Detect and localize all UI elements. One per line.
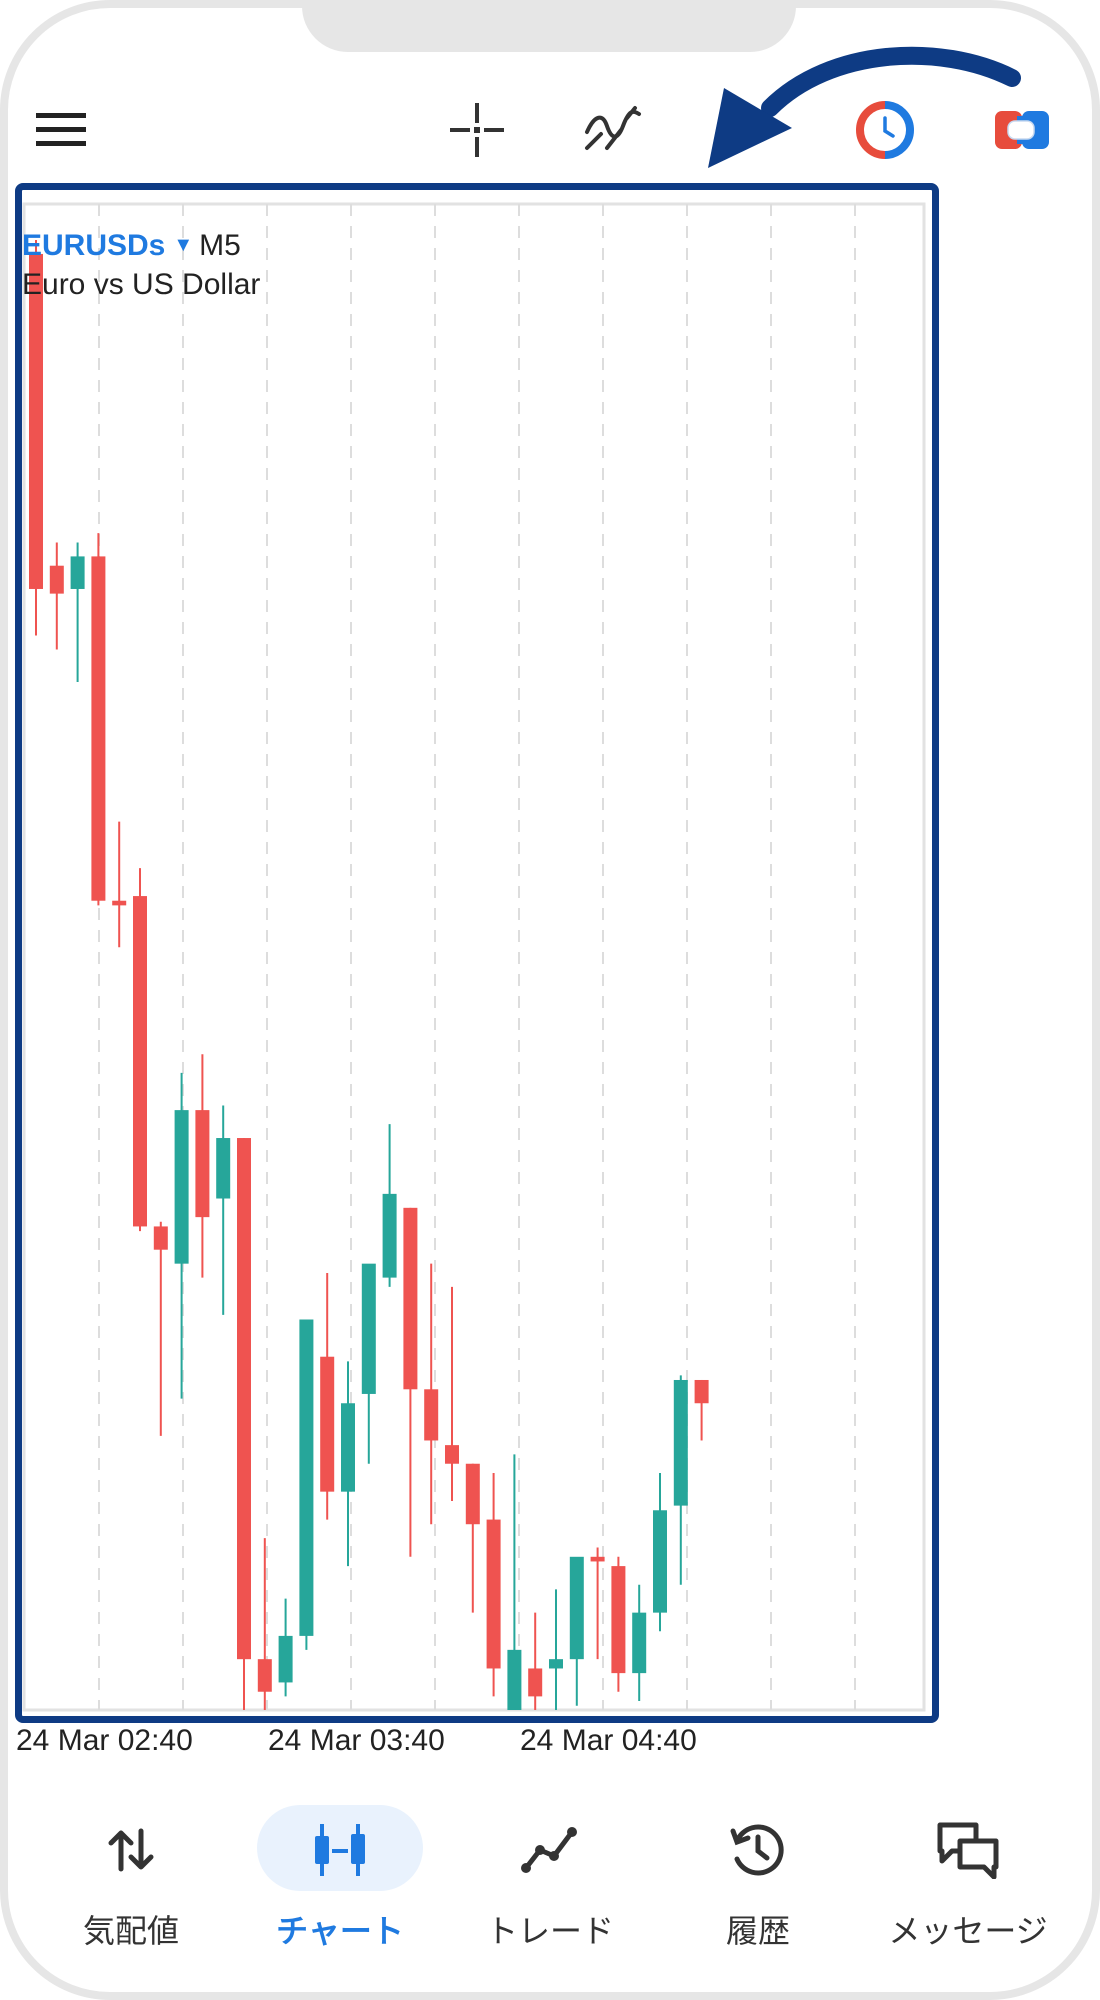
candle-body xyxy=(195,1110,210,1218)
candle-body xyxy=(257,1659,272,1692)
candle-body xyxy=(486,1519,501,1669)
candles xyxy=(29,240,709,1710)
indicators-icon[interactable] xyxy=(572,90,652,170)
time-axis: 24 Mar 02:40 24 Mar 03:40 24 Mar 04:40 xyxy=(16,1724,697,1757)
chart-timeframe: M5 xyxy=(199,229,241,262)
chart-symbol[interactable]: EURUSDs xyxy=(22,229,166,262)
candle-body xyxy=(216,1138,231,1199)
candle-body xyxy=(528,1668,543,1697)
candle-body xyxy=(632,1612,647,1674)
nav-label: メッセージ xyxy=(888,1913,1048,1949)
symbol-dropdown-icon[interactable]: ▼ xyxy=(173,234,194,256)
candle-body xyxy=(653,1510,667,1613)
annotation-arrow xyxy=(708,46,1021,168)
candle-body xyxy=(174,1110,189,1264)
hamburger-menu-icon[interactable] xyxy=(22,90,102,170)
time-label: 24 Mar 02:40 xyxy=(16,1724,193,1757)
candle-body xyxy=(507,1649,522,1710)
candle-body xyxy=(424,1389,439,1441)
one-click-trading-icon[interactable] xyxy=(982,90,1062,170)
candle-body xyxy=(445,1445,459,1464)
nav-item-quotes[interactable]: 気配値 xyxy=(31,1790,231,1970)
annotation-arrow-curve xyxy=(761,46,1021,117)
candle-body xyxy=(403,1207,418,1390)
nav-item-trade[interactable]: トレード xyxy=(450,1790,650,1970)
candle-body xyxy=(694,1379,709,1404)
candle-body xyxy=(611,1566,626,1674)
chart-symbol-row[interactable]: EURUSDs ▼ M5 xyxy=(22,229,241,263)
bottom-navigation: 気配値 チャート トレード xyxy=(0,1790,1100,1970)
candle-body xyxy=(153,1226,168,1250)
active-tab-indicator xyxy=(257,1805,423,1891)
candle-body xyxy=(237,1138,251,1660)
time-label: 24 Mar 03:40 xyxy=(268,1724,445,1757)
nav-label: トレード xyxy=(485,1913,614,1949)
candle-body xyxy=(29,253,43,589)
candle-body xyxy=(673,1379,688,1506)
trade-line-icon xyxy=(510,1810,590,1890)
plot-border xyxy=(22,202,926,1712)
candle-body xyxy=(361,1263,376,1394)
timeframe-clock-icon[interactable] xyxy=(845,90,925,170)
nav-label: 気配値 xyxy=(82,1913,179,1949)
nav-item-history[interactable]: 履歴 xyxy=(658,1790,858,1970)
quotes-arrows-icon xyxy=(91,1810,171,1890)
chart-description: Euro vs US Dollar xyxy=(22,268,261,301)
nav-item-chart[interactable]: チャート xyxy=(240,1790,440,1970)
candle-body xyxy=(133,896,147,1227)
crosshair-icon[interactable] xyxy=(437,90,517,170)
nav-item-messages[interactable]: メッセージ xyxy=(868,1790,1068,1970)
nav-label: チャート xyxy=(276,1913,404,1949)
candle-body xyxy=(465,1463,480,1525)
nav-label: 履歴 xyxy=(725,1913,790,1949)
time-label: 24 Mar 04:40 xyxy=(520,1724,697,1757)
annotation-arrow-head xyxy=(708,88,792,168)
candle-body xyxy=(91,556,106,901)
messages-icon xyxy=(928,1810,1008,1890)
phone-notch xyxy=(302,0,796,52)
candle-body xyxy=(341,1403,355,1492)
candle-body xyxy=(299,1319,314,1636)
candle-body xyxy=(112,900,127,906)
candle-body xyxy=(49,565,64,594)
candle-body xyxy=(320,1356,335,1492)
chart-candles-icon xyxy=(300,1810,380,1890)
candle-body xyxy=(590,1556,605,1562)
candle-body xyxy=(70,556,85,589)
candle-body xyxy=(278,1635,293,1683)
candle-body xyxy=(569,1556,584,1660)
candle-body xyxy=(549,1659,563,1669)
candle-body xyxy=(382,1193,397,1278)
chart-toolbar xyxy=(0,90,1100,170)
history-clock-icon xyxy=(718,1810,798,1890)
